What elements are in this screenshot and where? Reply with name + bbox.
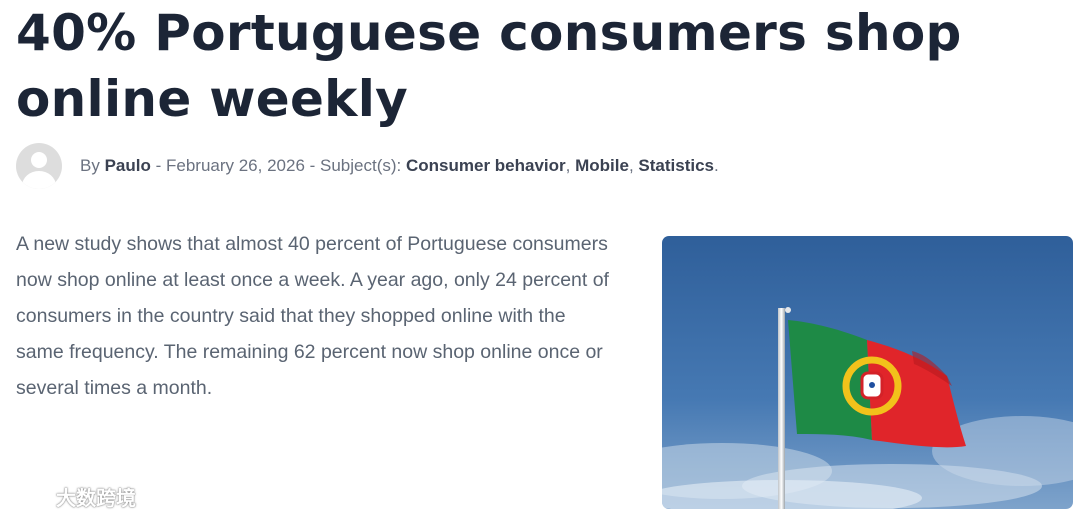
subjects-label: Subject(s): bbox=[320, 156, 402, 175]
author-avatar[interactable] bbox=[16, 143, 62, 189]
avatar-body bbox=[22, 171, 56, 189]
meta-separator: - bbox=[304, 156, 321, 175]
meta-line: By Paulo - February 26, 2026 - Subject(s… bbox=[80, 156, 719, 175]
subject-link-mobile[interactable]: Mobile bbox=[575, 156, 629, 175]
watermark: 大数跨境 bbox=[8, 482, 136, 511]
article-meta: By Paulo - February 26, 2026 - Subject(s… bbox=[16, 142, 719, 190]
article-title: 40% Portuguese consumers shop online wee… bbox=[16, 4, 962, 128]
cloud-logo-icon bbox=[10, 487, 52, 507]
author-link[interactable]: Paulo bbox=[104, 156, 151, 175]
portugal-flag-image bbox=[662, 236, 1073, 509]
article-paragraph: A new study shows that almost 40 percent… bbox=[16, 233, 609, 399]
watermark-text: 大数跨境 bbox=[56, 488, 136, 510]
meta-separator: - bbox=[150, 156, 166, 175]
subject-link-statistics[interactable]: Statistics bbox=[638, 156, 714, 175]
avatar-head bbox=[31, 152, 47, 168]
subject-link-consumer-behavior[interactable]: Consumer behavior bbox=[406, 156, 566, 175]
by-label: By bbox=[80, 156, 100, 175]
article-body: A new study shows that almost 40 percent… bbox=[16, 226, 616, 406]
meta-end: . bbox=[714, 156, 719, 175]
post-date: February 26, 2026 bbox=[165, 156, 305, 175]
